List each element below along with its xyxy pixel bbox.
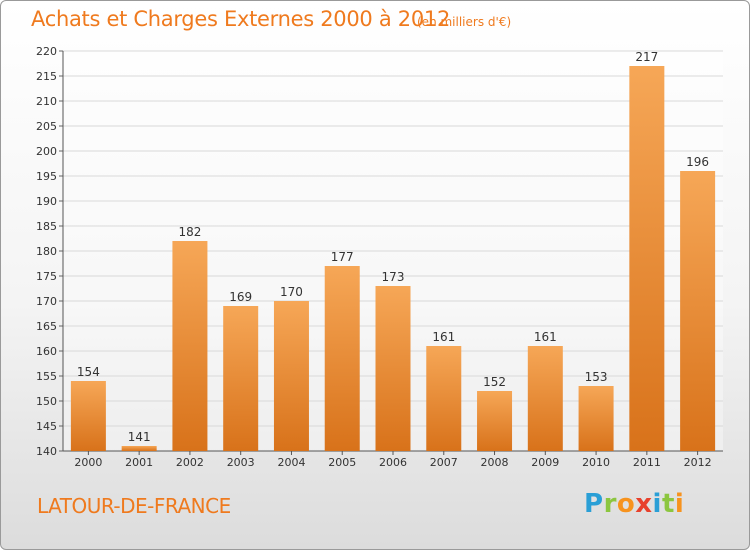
- y-tick-label: 205: [36, 120, 57, 133]
- x-tick-label: 2002: [176, 456, 204, 469]
- y-tick-label: 220: [36, 45, 57, 58]
- y-tick-label: 185: [36, 220, 57, 233]
- logo-letter: i: [674, 489, 685, 519]
- y-tick-label: 195: [36, 170, 57, 183]
- x-tick-label: 2006: [379, 456, 407, 469]
- x-tick-label: 2008: [481, 456, 509, 469]
- x-tick-label: 2011: [633, 456, 661, 469]
- y-tick-label: 150: [36, 395, 57, 408]
- x-tick-label: 2003: [227, 456, 255, 469]
- chart-title: Achats et Charges Externes 2000 à 2012: [31, 7, 451, 31]
- y-tick-label: 210: [36, 95, 57, 108]
- y-tick-label: 145: [36, 420, 57, 433]
- data-label: 153: [585, 370, 608, 384]
- data-label: 173: [382, 270, 405, 284]
- bar: [70, 381, 106, 451]
- bar: [223, 306, 259, 451]
- data-label: 154: [77, 365, 100, 379]
- data-label: 161: [534, 330, 557, 344]
- bar: [477, 391, 513, 451]
- y-tick-label: 175: [36, 270, 57, 283]
- logo-letter: t: [661, 489, 675, 519]
- logo-letter: i: [652, 489, 662, 519]
- y-tick-label: 165: [36, 320, 57, 333]
- data-label: 170: [280, 285, 303, 299]
- x-tick-label: 2012: [684, 456, 712, 469]
- bar: [680, 171, 716, 451]
- location-label: LATOUR-DE-FRANCE: [37, 494, 231, 518]
- bar: [527, 346, 563, 451]
- data-label: 177: [331, 250, 354, 264]
- x-tick-label: 2001: [125, 456, 153, 469]
- logo-letter: o: [616, 489, 636, 519]
- x-tick-label: 2004: [277, 456, 305, 469]
- x-tick-label: 2005: [328, 456, 356, 469]
- y-tick-label: 180: [36, 245, 57, 258]
- bar: [578, 386, 614, 451]
- data-label: 169: [229, 290, 252, 304]
- y-tick-label: 140: [36, 445, 57, 458]
- y-tick-label: 155: [36, 370, 57, 383]
- x-tick-label: 2007: [430, 456, 458, 469]
- data-label: 161: [432, 330, 455, 344]
- y-tick-label: 160: [36, 345, 57, 358]
- y-tick-label: 215: [36, 70, 57, 83]
- y-tick-label: 200: [36, 145, 57, 158]
- bar: [121, 446, 157, 451]
- data-label: 141: [128, 430, 151, 444]
- y-tick-label: 170: [36, 295, 57, 308]
- bar: [426, 346, 462, 451]
- data-label: 182: [178, 225, 201, 239]
- chart-subtitle: (en milliers d'€): [417, 15, 512, 29]
- y-tick-label: 190: [36, 195, 57, 208]
- bar: [629, 66, 665, 451]
- data-label: 196: [686, 155, 709, 169]
- logo-letter: r: [603, 489, 617, 519]
- bar: [324, 266, 360, 451]
- logo-letter: P: [584, 489, 604, 519]
- bar: [273, 301, 309, 451]
- logo-letter: x: [635, 489, 653, 519]
- x-tick-label: 2009: [531, 456, 559, 469]
- bar: [375, 286, 411, 451]
- data-label: 217: [635, 50, 658, 64]
- bar: [172, 241, 208, 451]
- proxiti-logo: Proxiti: [584, 489, 684, 519]
- x-tick-label: 2010: [582, 456, 610, 469]
- x-tick-label: 2000: [74, 456, 102, 469]
- data-label: 152: [483, 375, 506, 389]
